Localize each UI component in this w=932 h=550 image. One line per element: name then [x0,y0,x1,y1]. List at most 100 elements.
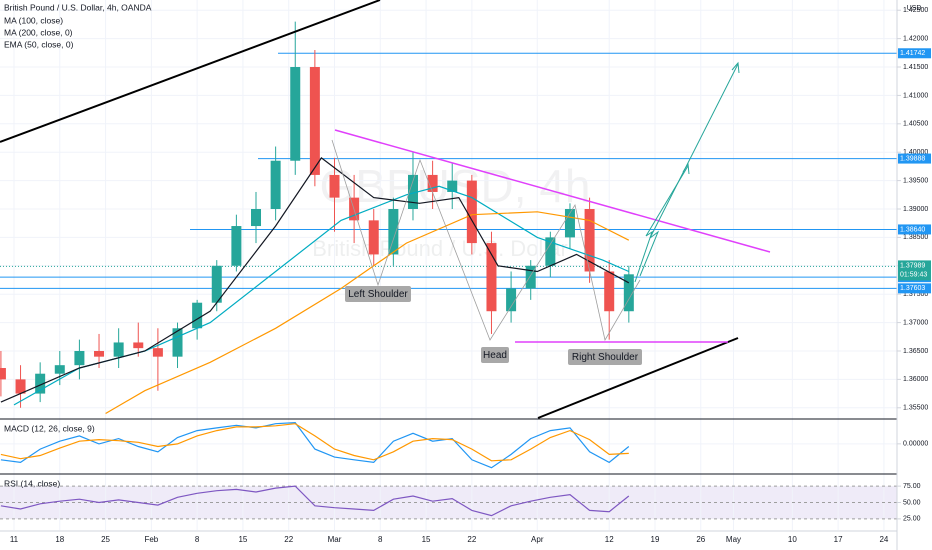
level-label-bg [898,153,931,164]
x-tick-label: Apr [531,535,544,544]
candle-body [172,328,183,357]
candle-body [211,265,222,303]
level-label: 1.41742 [900,50,925,57]
trendline [0,0,381,143]
candle-body [251,209,262,227]
candle-body [604,271,615,312]
legend-entry: MA (100, close) [4,15,63,25]
candle-body [623,274,634,312]
candle-body [388,209,399,255]
level-label-bg [898,224,931,235]
candle-body [54,365,65,374]
x-tick-label: May [726,535,741,544]
annotation-box [345,286,411,302]
candle-body [35,373,46,394]
x-tick-label: 24 [879,535,888,544]
candle-body [192,302,203,329]
y-tick-label: 1.36000 [903,376,928,383]
x-tick-label: 22 [284,535,293,544]
last-price-label: 1.37989 [900,262,925,269]
y-tick-label: 1.42500 [903,7,928,14]
candle-body [231,226,242,266]
candle-body [506,288,517,312]
y-tick-label: 1.41000 [903,92,928,99]
watermark-subtitle: British Pound / U.S. Dollar [312,236,568,261]
indicator-line [0,485,630,517]
legend-entry: MA (200, close, 0) [4,27,73,37]
y-tick-label: 1.37500 [903,291,928,298]
x-tick-label: 8 [378,535,383,544]
x-tick-label: 8 [195,535,200,544]
projection-arrow [639,63,739,277]
x-tick-label: 15 [422,535,431,544]
chart-title: British Pound / U.S. Dollar, 4h, OANDA [4,2,152,12]
ma-line [0,157,630,403]
x-tick-label: 11 [10,535,19,544]
candle-body [564,209,575,238]
candle-body [15,379,26,394]
level-label-bg [898,48,931,59]
y-tick-label: 50.00 [903,499,921,506]
countdown-label: 01:59:43 [900,271,927,278]
y-tick-label: 1.38500 [903,234,928,241]
y-tick-label: 1.40000 [903,149,928,156]
candle-body [368,220,379,255]
y-tick-label: 1.37000 [903,319,928,326]
candle-body [525,265,536,289]
candle-body [329,174,340,198]
y-tick-label: 1.39000 [903,206,928,213]
annotation-box [481,347,509,363]
candle-body [270,160,281,209]
y-tick-label: 0.00000 [903,441,928,448]
x-tick-label: 25 [101,535,110,544]
annotation-box [568,349,642,365]
candle-body [584,209,595,272]
candle-body [74,350,85,366]
candle-body [113,342,124,357]
level-label: 1.39888 [900,155,925,162]
x-tick-label: Mar [328,535,342,544]
candle-body [152,348,163,357]
neckline [334,129,771,253]
y-tick-label: 1.40500 [903,121,928,128]
candle-body [94,350,105,357]
annotation-label: Head [483,350,507,361]
y-tick-label: 1.42000 [903,35,928,42]
trendline [537,337,739,419]
plot [0,21,897,517]
annotations: Left Shoulder Head Right Shoulder [345,286,642,365]
level-label: 1.37603 [900,285,925,292]
x-tick-label: 17 [834,535,843,544]
legend-entry: EMA (50, close, 0) [4,39,74,49]
candle-body [447,180,458,192]
legend: British Pound / U.S. Dollar, 4h, OANDA M… [4,2,152,488]
candle-body [427,174,438,192]
candle-body [486,243,497,312]
candle-body [309,67,320,175]
projection-arrow [634,165,689,283]
x-tick-label: 10 [788,535,797,544]
currency-label: USD [907,5,922,12]
x-tick-label: 26 [696,535,705,544]
candle-body [407,174,418,209]
candle-body [0,368,6,380]
y-tick-label: 25.00 [903,516,921,523]
x-tick-label: 19 [651,535,660,544]
pattern-outline [331,139,641,342]
candle-body [466,180,477,244]
annotation-label: Left Shoulder [348,289,408,300]
candle-body [290,67,301,161]
y-tick-label: 1.35500 [903,405,928,412]
annotation-label: Right Shoulder [572,352,639,363]
y-tick-label: 1.39500 [903,177,928,184]
x-tick-label: 22 [467,535,476,544]
indicator-line [0,423,629,462]
last-price-bg [898,260,931,281]
ma-line [105,211,630,415]
level-label-bg [898,283,931,294]
drawings [0,0,771,419]
x-tick-label: 18 [55,535,64,544]
indicator-title: MACD (12, 26, close, 9) [4,423,95,433]
